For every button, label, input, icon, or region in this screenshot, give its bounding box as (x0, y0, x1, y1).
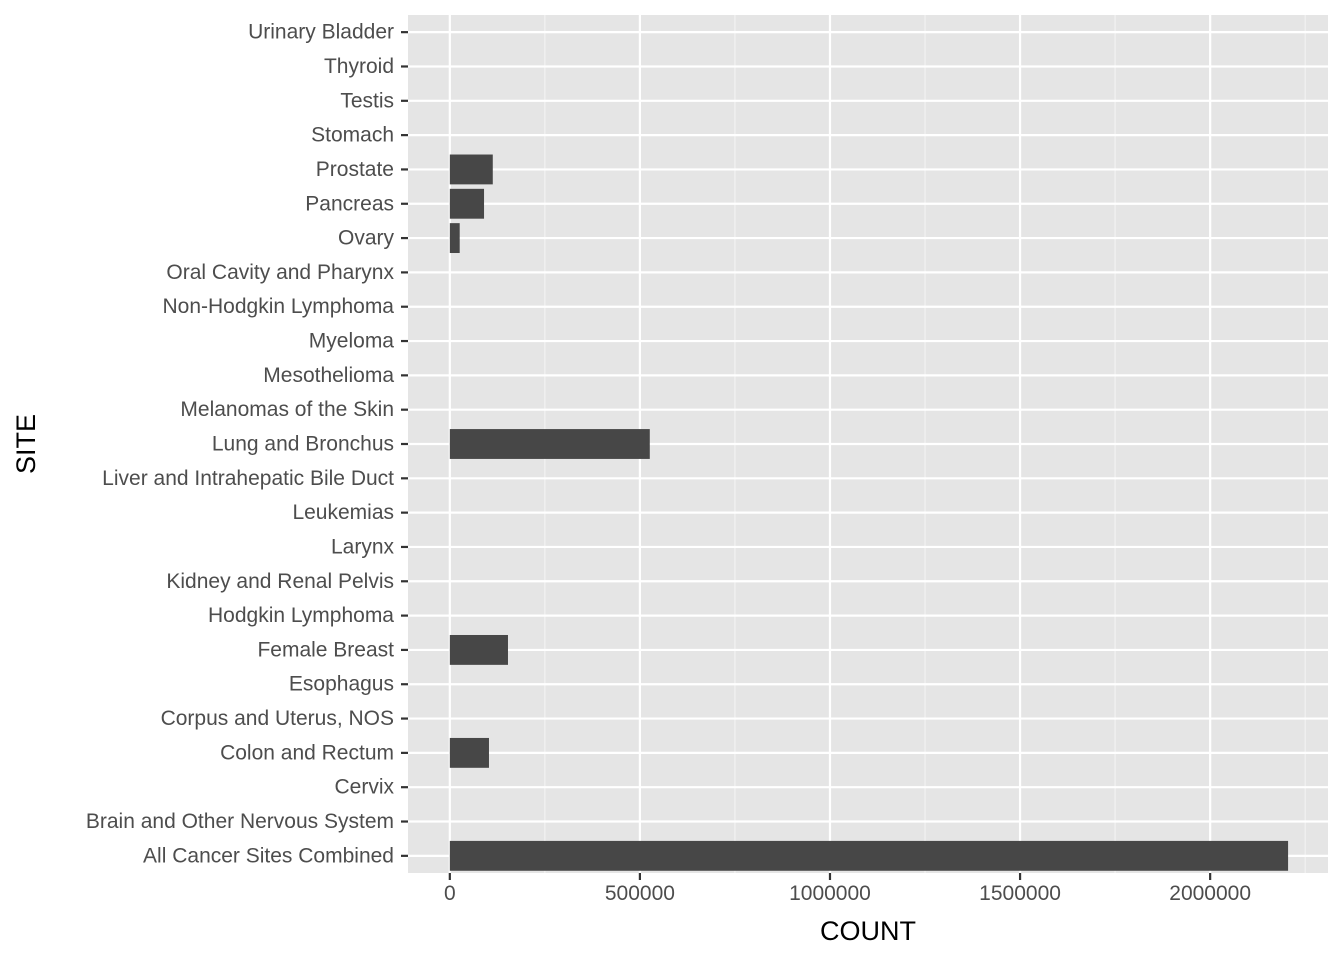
y-tick-label: Ovary (338, 227, 395, 250)
bars (449, 154, 1289, 871)
y-tick-label: Colon and Rectum (220, 741, 394, 764)
y-axis-title: SITE (11, 414, 41, 474)
y-tick-label: Urinary Bladder (248, 21, 394, 44)
y-tick-label: Mesothelioma (263, 364, 394, 387)
x-axis: 0 500000 1000000 1500000 2000000 (444, 873, 1251, 905)
y-tick-label: Non-Hodgkin Lymphoma (162, 295, 394, 318)
y-tick-label: Melanomas of the Skin (180, 398, 394, 421)
x-tick-label: 2000000 (1169, 882, 1251, 905)
y-tick-label: Female Breast (257, 638, 394, 661)
y-tick-label: Liver and Intrahepatic Bile Duct (102, 467, 394, 490)
y-tick-label: Stomach (311, 124, 394, 147)
y-tick-label: Oral Cavity and Pharynx (166, 261, 394, 284)
x-tick-label: 1500000 (979, 882, 1061, 905)
y-tick-label: Kidney and Renal Pelvis (166, 570, 394, 593)
y-tick-label: Myeloma (309, 330, 395, 353)
y-tick-label: Hodgkin Lymphoma (208, 604, 394, 627)
bar (449, 188, 485, 219)
bar (449, 154, 493, 185)
y-tick-label: Cervix (334, 776, 394, 799)
bar (449, 840, 1289, 871)
y-tick-label: Esophagus (289, 673, 394, 696)
bar (449, 223, 460, 254)
y-tick-label: Corpus and Uterus, NOS (161, 707, 394, 730)
y-tick-label: Larynx (331, 535, 395, 558)
y-tick-label: Testis (340, 89, 394, 112)
y-tick-label: Leukemias (292, 501, 394, 524)
y-tick-label: Prostate (316, 158, 394, 181)
bar (449, 634, 508, 665)
x-tick-label: 500000 (605, 882, 675, 905)
y-tick-label: Pancreas (305, 192, 394, 215)
bar (449, 737, 489, 768)
y-tick-label: Thyroid (324, 55, 394, 78)
x-axis-title: COUNT (820, 916, 916, 946)
bar (449, 429, 650, 459)
y-axis: All Cancer Sites Combined Brain and Other… (86, 21, 408, 867)
y-tick-label: Lung and Bronchus (212, 433, 394, 456)
y-tick-label: All Cancer Sites Combined (143, 844, 394, 867)
y-tick-label: Brain and Other Nervous System (86, 810, 394, 833)
x-tick-label: 0 (444, 882, 456, 905)
x-tick-label: 1000000 (789, 882, 871, 905)
